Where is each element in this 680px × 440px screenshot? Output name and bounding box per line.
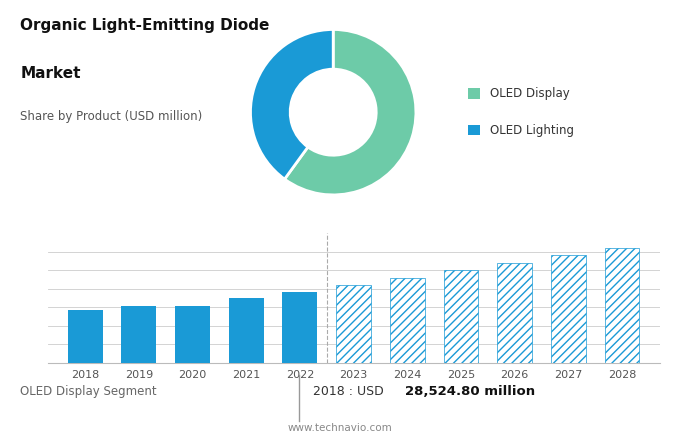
Bar bbox=[228, 298, 264, 363]
Bar bbox=[336, 285, 371, 363]
Legend: OLED Display, OLED Lighting: OLED Display, OLED Lighting bbox=[469, 88, 573, 137]
Text: Organic Light-Emitting Diode: Organic Light-Emitting Diode bbox=[20, 18, 270, 33]
Wedge shape bbox=[284, 29, 416, 195]
Bar bbox=[122, 305, 156, 363]
Text: Market: Market bbox=[20, 66, 81, 81]
Bar bbox=[605, 248, 639, 363]
Text: www.technavio.com: www.technavio.com bbox=[288, 423, 392, 433]
Bar bbox=[175, 306, 210, 363]
Bar bbox=[390, 278, 425, 363]
Text: Share by Product (USD million): Share by Product (USD million) bbox=[20, 110, 203, 123]
Bar bbox=[443, 270, 479, 363]
Bar bbox=[68, 310, 103, 363]
Wedge shape bbox=[250, 29, 333, 179]
Text: OLED Display Segment: OLED Display Segment bbox=[20, 385, 157, 398]
Text: 2018 : USD: 2018 : USD bbox=[313, 385, 388, 398]
Bar bbox=[497, 263, 532, 363]
Bar bbox=[282, 292, 318, 363]
Bar bbox=[551, 256, 585, 363]
Text: 28,524.80 million: 28,524.80 million bbox=[405, 385, 534, 398]
